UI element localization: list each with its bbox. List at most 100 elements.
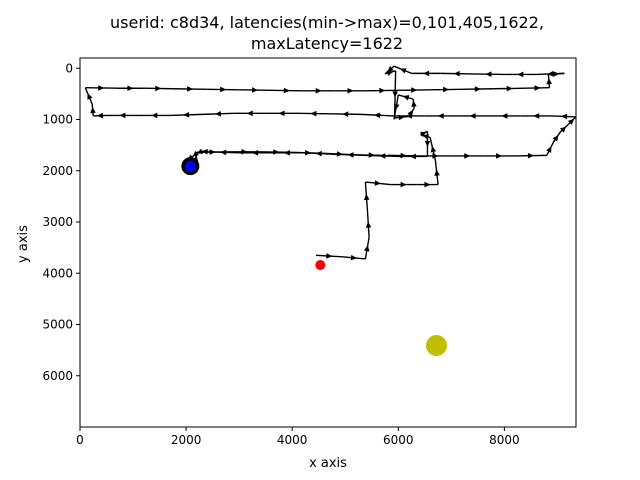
path-arrowhead <box>387 65 394 72</box>
path-arrowhead <box>214 110 222 117</box>
path-arrowhead <box>342 111 349 117</box>
target-marker <box>425 335 447 357</box>
path-arrowhead <box>386 70 394 76</box>
path-arrowhead <box>552 134 559 142</box>
x-tick-label: 4000 <box>277 433 308 447</box>
axes-frame <box>79 57 577 428</box>
path-arrowhead <box>347 88 354 94</box>
path-arrowhead <box>220 86 227 93</box>
path-arrowhead <box>336 151 343 157</box>
path-arrowhead <box>506 85 513 92</box>
start-marker <box>184 160 196 172</box>
path-arrowhead <box>192 150 199 157</box>
path-arrowhead <box>567 118 575 125</box>
path-arrowhead <box>546 78 552 85</box>
path-arrowhead <box>442 86 450 93</box>
path-arrowhead <box>183 111 190 118</box>
path-arrowhead <box>209 149 216 155</box>
path-arrowhead <box>411 87 418 93</box>
path-arrowhead <box>310 110 317 117</box>
path-arrowhead <box>187 86 194 92</box>
path-arrowhead <box>96 112 103 119</box>
path-arrowhead <box>241 148 248 155</box>
path-arrowhead <box>501 113 508 119</box>
end-marker <box>315 260 326 271</box>
path-arrowhead <box>559 126 567 133</box>
y-tick-label: 3000 <box>42 215 73 229</box>
path-arrowhead <box>430 146 437 153</box>
path-arrowhead <box>246 110 253 117</box>
path-arrowhead <box>527 152 534 159</box>
path-arrowhead <box>374 112 381 119</box>
path-arrowhead <box>278 110 285 117</box>
path-arrowhead <box>411 100 417 107</box>
path-arrowhead <box>533 113 540 119</box>
path-arrowhead <box>87 93 93 100</box>
chart-subtitle: maxLatency=1622 <box>251 34 403 53</box>
path-arrowhead <box>363 245 370 252</box>
path-arrowhead <box>392 91 398 98</box>
path-arrowhead <box>469 113 476 119</box>
path-arrowhead <box>400 181 407 188</box>
path-arrowhead <box>434 169 440 176</box>
path-arrowhead <box>423 70 430 77</box>
path-arrowhead <box>127 85 134 92</box>
path-arrowhead <box>400 68 407 74</box>
path-arrowhead <box>517 71 524 78</box>
path-arrowhead <box>432 153 439 159</box>
path-arrowhead <box>365 221 372 228</box>
path-arrowhead <box>98 85 105 91</box>
x-tick-label: 6000 <box>383 433 414 447</box>
x-tick-label: 8000 <box>489 433 520 447</box>
path-arrowhead <box>424 181 431 188</box>
x-axis-label: x axis <box>309 456 347 471</box>
plot-content <box>84 65 576 357</box>
chart-title: userid: c8d34, latencies(min->max)=0,101… <box>110 13 544 32</box>
path-arrowhead <box>393 103 400 111</box>
path-arrowhead <box>90 107 96 114</box>
y-tick-label: 1000 <box>42 113 73 127</box>
path-arrowhead <box>305 149 312 156</box>
path-arrowhead <box>252 87 259 93</box>
plot-area <box>84 65 576 357</box>
path-arrowhead <box>368 152 375 158</box>
path-arrowhead <box>283 87 290 94</box>
path-arrowhead <box>485 71 492 77</box>
x-tick-label: 0 <box>76 433 84 447</box>
path-arrowhead <box>363 193 370 201</box>
axes: 0 2000 4000 6000 8000 0 1000 2000 3000 4000 5000 60… <box>42 57 577 447</box>
path-arrowhead <box>151 112 158 119</box>
path-arrowhead <box>273 149 280 155</box>
path-arrowhead <box>547 70 554 77</box>
path-arrowhead <box>315 88 322 94</box>
y-tick-label: 4000 <box>42 266 73 280</box>
path-arrowhead <box>407 109 414 117</box>
y-axis-label: y axis <box>16 225 31 263</box>
path-arrowhead <box>326 253 333 259</box>
y-tick-label: 6000 <box>42 369 73 383</box>
y-tick-label: 5000 <box>42 318 73 332</box>
path-arrowhead <box>424 140 431 147</box>
path-arrowhead <box>464 153 471 159</box>
path-arrowhead <box>546 146 552 153</box>
path-arrowhead <box>155 85 162 92</box>
path-arrowhead <box>561 113 568 120</box>
path-arrowhead <box>453 70 460 77</box>
x-tick-label: 2000 <box>171 433 202 447</box>
y-tick-label: 0 <box>65 61 73 75</box>
path-arrowhead <box>474 86 481 92</box>
y-tick-label: 2000 <box>42 164 73 178</box>
path-arrowhead <box>496 153 503 159</box>
path-arrowhead <box>437 113 444 119</box>
path-arrowhead <box>402 95 410 101</box>
path-arrowhead <box>400 152 407 159</box>
path-arrowhead <box>350 254 357 261</box>
path-arrowhead <box>119 112 126 119</box>
path-arrowhead <box>374 180 381 186</box>
path-arrowhead <box>379 87 386 94</box>
path-arrowhead <box>398 114 405 121</box>
path-arrowhead <box>420 131 427 137</box>
path-arrowhead <box>534 85 541 91</box>
